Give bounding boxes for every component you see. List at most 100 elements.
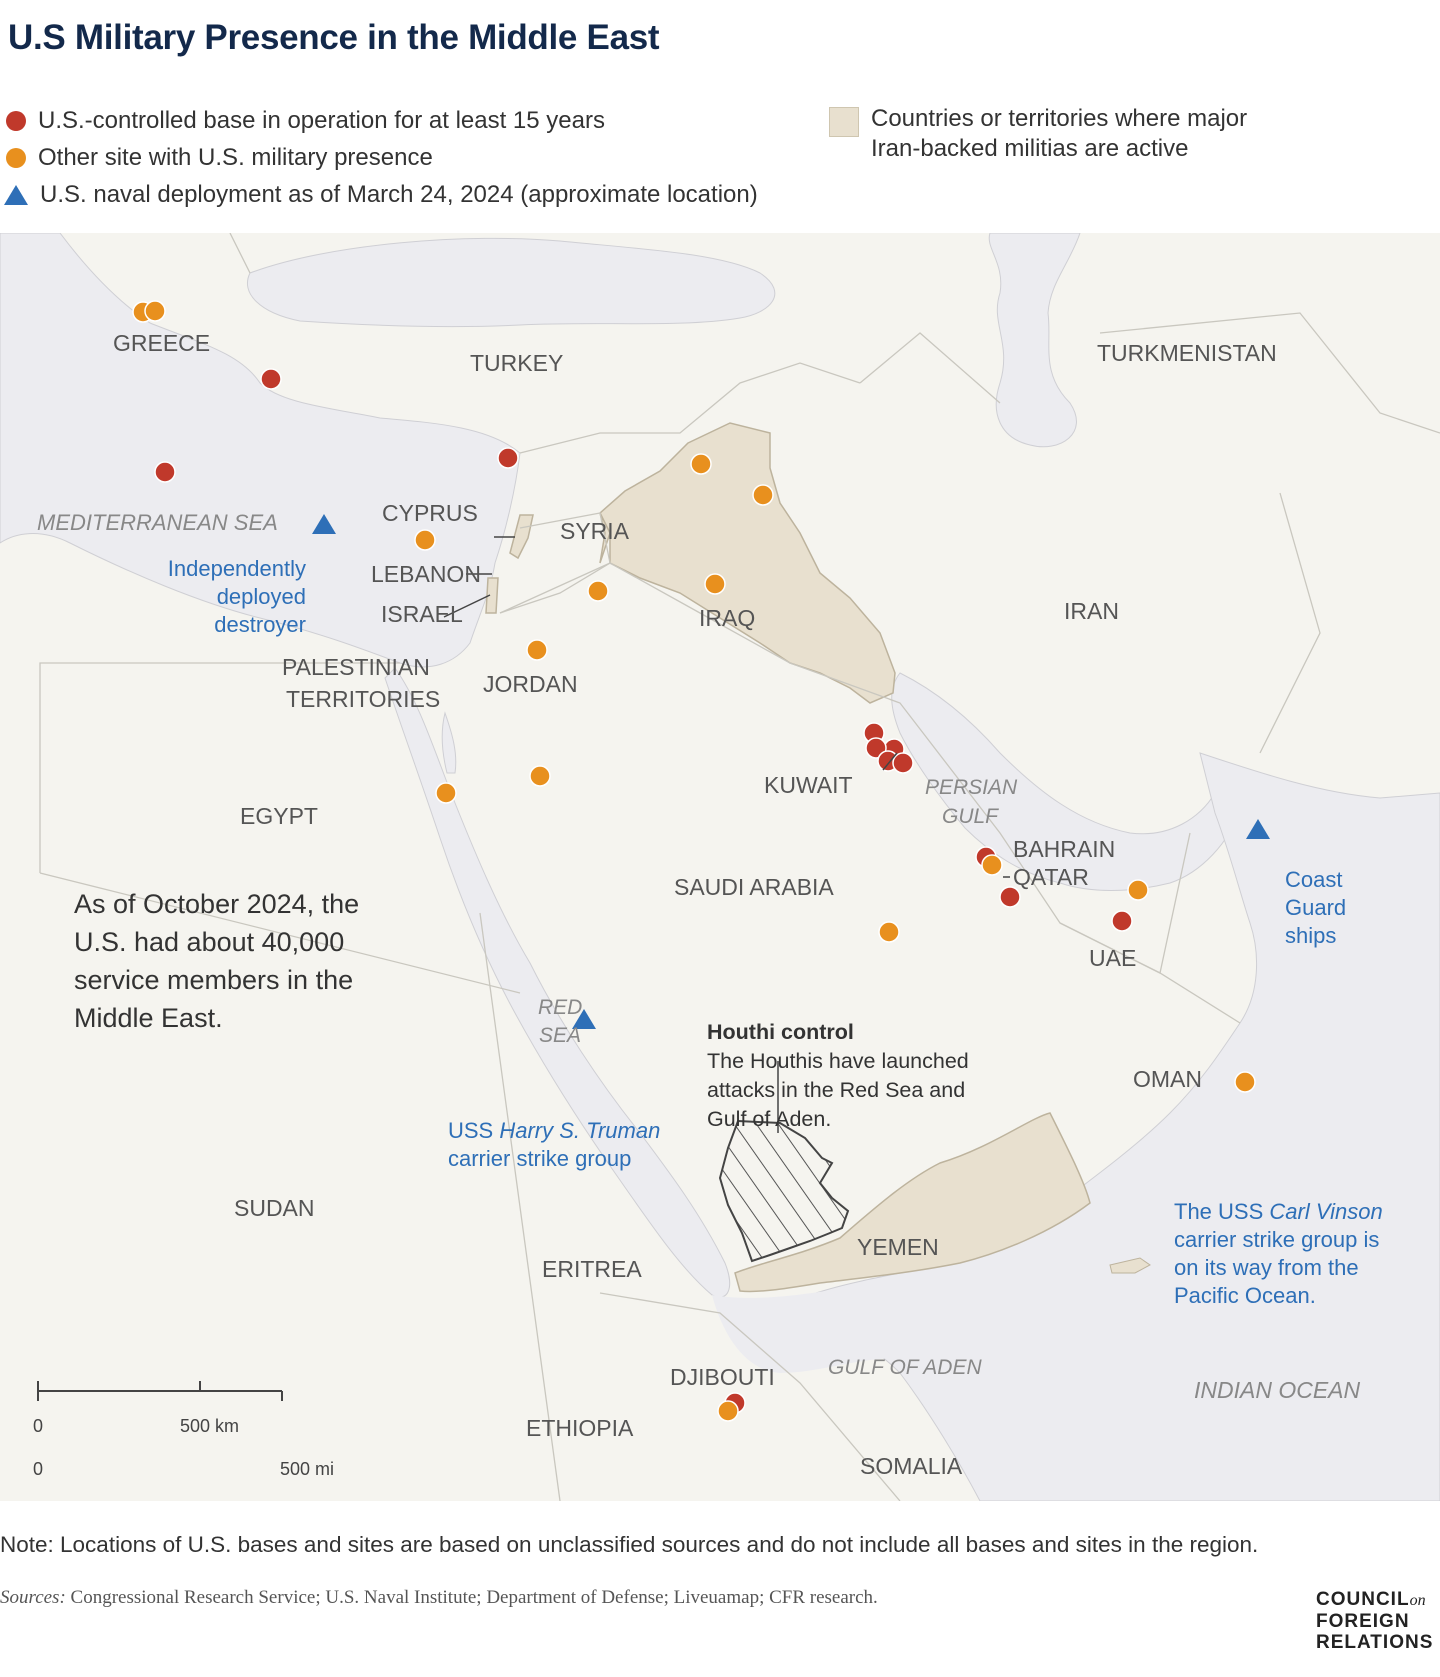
orange-site-marker xyxy=(1234,1071,1256,1093)
label-palestinian-2: TERRITORIES xyxy=(286,686,441,712)
label-truman-name: Harry S. Truman xyxy=(499,1118,661,1143)
red-base-marker xyxy=(892,752,914,774)
palestinian-militia-area xyxy=(485,577,499,614)
callout-service-members: As of October 2024, the U.S. had about 4… xyxy=(74,885,359,1037)
naval-triangle-icon xyxy=(4,185,28,205)
houthi-area xyxy=(718,1119,850,1263)
label-indian-ocean: INDIAN OCEAN xyxy=(1194,1377,1361,1403)
legend-orange-site: Other site with U.S. military presence xyxy=(6,144,433,172)
label-vinson-3: on its way from the xyxy=(1174,1255,1359,1280)
label-oman: OMAN xyxy=(1133,1066,1202,1092)
logo-council: COUNCIL xyxy=(1316,1589,1410,1610)
yemen-militia-area xyxy=(734,1112,1091,1293)
label-cyprus: CYPRUS xyxy=(382,500,478,526)
naval-deployments xyxy=(312,514,1270,1029)
label-mediterranean: MEDITERRANEAN SEA xyxy=(37,510,278,535)
red-base-marker xyxy=(999,886,1021,908)
logo-line1: COUNCILon xyxy=(1316,1589,1433,1611)
orange-site-marker xyxy=(587,580,609,602)
map xyxy=(0,233,1440,1501)
label-bahrain: BAHRAIN xyxy=(1013,836,1116,862)
sources-label: Sources: xyxy=(0,1587,66,1608)
label-uae: UAE xyxy=(1089,945,1137,971)
houthi-title: Houthi control xyxy=(707,1020,854,1044)
label-coast-2: Guard xyxy=(1285,895,1347,920)
label-truman: USS Harry S. Truman carrier strike group xyxy=(448,1117,660,1173)
orange-site-marker xyxy=(414,529,436,551)
logo-line3: RELATIONS xyxy=(1316,1632,1434,1653)
leader-lines xyxy=(443,536,1010,1133)
label-vinson-pre: The USS xyxy=(1174,1199,1270,1224)
red-dot-icon xyxy=(6,111,26,131)
legend-orange-site-label: Other site with U.S. military presence xyxy=(38,144,433,171)
label-red-2: SEA xyxy=(539,1024,582,1047)
legend-naval-label: U.S. naval deployment as of March 24, 20… xyxy=(40,181,758,208)
label-red-1: RED xyxy=(538,996,583,1019)
label-iran: IRAN xyxy=(1064,598,1119,624)
label-vinson-2: carrier strike group is xyxy=(1174,1227,1380,1252)
orange-site-marker xyxy=(704,573,726,595)
label-destroyer-2: deployed xyxy=(216,584,306,609)
page-title: U.S Military Presence in the Middle East xyxy=(8,18,660,57)
coast-guard-triangle-icon xyxy=(1246,819,1270,839)
label-eritrea: ERITREA xyxy=(542,1256,642,1282)
label-syria: SYRIA xyxy=(560,518,630,544)
label-sudan: SUDAN xyxy=(234,1195,315,1221)
orange-site-marker xyxy=(690,453,712,475)
scale-mi-zero: 0 xyxy=(33,1459,44,1479)
label-coast-1: Coast xyxy=(1285,867,1343,892)
callout-line2: U.S. had about 40,000 xyxy=(74,927,345,957)
label-yemen: YEMEN xyxy=(857,1234,939,1260)
label-qatar: QATAR xyxy=(1013,864,1089,890)
orange-site-marker xyxy=(144,300,166,322)
caspian-sea xyxy=(988,233,1081,448)
red-base-marker xyxy=(1111,910,1133,932)
orange-site-marker xyxy=(435,782,457,804)
callout-line1: As of October 2024, the xyxy=(74,889,360,919)
label-egypt: EGYPT xyxy=(240,803,318,829)
label-saudi: SAUDI ARABIA xyxy=(674,874,834,900)
label-turkmenistan: TURKMENISTAN xyxy=(1097,340,1277,366)
logo-line2: FOREIGN xyxy=(1316,1611,1410,1632)
orange-site-marker xyxy=(526,639,548,661)
destroyer-triangle-icon xyxy=(312,514,336,534)
red-base-marker xyxy=(260,368,282,390)
orange-sites xyxy=(132,300,1256,1422)
legend-red-base-label: U.S.-controlled base in operation for at… xyxy=(38,107,605,134)
label-djibouti: DJIBOUTI xyxy=(670,1364,775,1390)
label-truman-pre: USS xyxy=(448,1118,500,1143)
orange-site-marker xyxy=(529,765,551,787)
houthi-line1: The Houthis have launched xyxy=(707,1049,969,1073)
houthi-line2: attacks in the Red Sea and xyxy=(707,1078,966,1102)
label-destroyer-3: destroyer xyxy=(214,612,306,637)
scale-km-label: 500 km xyxy=(180,1416,240,1436)
label-vinson-1: The USS Carl Vinson xyxy=(1174,1198,1383,1226)
label-gulf-aden: GULF OF ADEN xyxy=(828,1356,982,1379)
label-palestinian-1: PALESTINIAN xyxy=(282,654,430,680)
gulf-of-aden-water xyxy=(712,1253,1100,1373)
black-sea xyxy=(247,237,776,328)
sources: Sources: Congressional Research Service;… xyxy=(0,1587,878,1609)
orange-site-marker xyxy=(878,921,900,943)
legend-militia: Countries or territories where major Ira… xyxy=(871,104,1391,164)
label-destroyer-1: Independently xyxy=(167,556,306,581)
label-vinson-name: Carl Vinson xyxy=(1269,1199,1383,1224)
label-israel: ISRAEL xyxy=(381,601,463,627)
red-sea xyxy=(384,667,730,1298)
country-borders xyxy=(39,233,1440,1501)
logo-on: on xyxy=(1409,1592,1426,1609)
label-lebanon: LEBANON xyxy=(371,561,481,587)
orange-site-marker xyxy=(1127,879,1149,901)
gulf-aqaba xyxy=(441,711,457,774)
scale-bar xyxy=(37,1381,283,1401)
sources-text: Congressional Research Service; U.S. Nav… xyxy=(65,1587,878,1608)
label-coast-guard: Coast Guard ships xyxy=(1285,866,1346,950)
houthi-line3: Gulf of Aden. xyxy=(707,1107,832,1131)
legend-militia-line1: Countries or territories where major xyxy=(871,105,1248,132)
label-ethiopia: ETHIOPIA xyxy=(526,1415,634,1441)
red-base-marker xyxy=(154,461,176,483)
label-persian-1: PERSIAN xyxy=(925,776,1018,799)
legend-red-base: U.S.-controlled base in operation for at… xyxy=(6,107,605,135)
label-truman-2: carrier strike group xyxy=(448,1146,632,1171)
cfr-logo: COUNCILon FOREIGN RELATIONS xyxy=(1316,1589,1433,1653)
